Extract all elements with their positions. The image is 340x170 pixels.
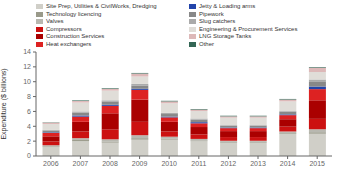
html-text:Other: Other	[199, 40, 214, 47]
svg-text:2007: 2007	[73, 160, 89, 167]
svg-text:2009: 2009	[132, 160, 148, 167]
svg-text:10: 10	[23, 78, 31, 85]
html-text:Pipework: Pipework	[199, 10, 224, 17]
svg-text:2012: 2012	[221, 160, 237, 167]
html-text:Construction Services: Construction Services	[46, 33, 105, 39]
svg-text:0: 0	[27, 152, 31, 159]
html-text:Technology licencing: Technology licencing	[46, 10, 102, 17]
svg-text:2014: 2014	[280, 160, 296, 167]
svg-text:4: 4	[27, 123, 31, 130]
svg-text:2011: 2011	[191, 160, 206, 167]
svg-text:6: 6	[27, 108, 31, 115]
svg-text:2008: 2008	[102, 160, 118, 167]
svg-text:14: 14	[23, 48, 31, 55]
svg-text:8: 8	[27, 93, 31, 100]
html-text:Slug catchers: Slug catchers	[199, 18, 236, 24]
svg-text:Expenditure ($ billions): Expenditure ($ billions)	[8, 68, 9, 139]
svg-text:12: 12	[23, 63, 31, 70]
html-text:LNG Storage Tanks: LNG Storage Tanks	[199, 33, 252, 39]
svg-text:2006: 2006	[43, 160, 59, 167]
html-text:Jetty & Loading arms: Jetty & Loading arms	[199, 3, 256, 9]
html-text:Site Prep, Utilities & CivilWo: Site Prep, Utilities & CivilWorks, Dredg…	[46, 3, 157, 9]
html-text:Engineering & Procurement Serv: Engineering & Procurement Services	[199, 25, 298, 32]
html-text:Heat exchangers: Heat exchangers	[46, 40, 92, 47]
html-text:Valves: Valves	[46, 18, 64, 24]
svg-text:2010: 2010	[161, 160, 177, 167]
svg-text:2: 2	[27, 138, 31, 145]
svg-text:2015: 2015	[309, 160, 325, 167]
svg-text:2013: 2013	[250, 160, 266, 167]
html-text:Compressors: Compressors	[46, 25, 82, 32]
